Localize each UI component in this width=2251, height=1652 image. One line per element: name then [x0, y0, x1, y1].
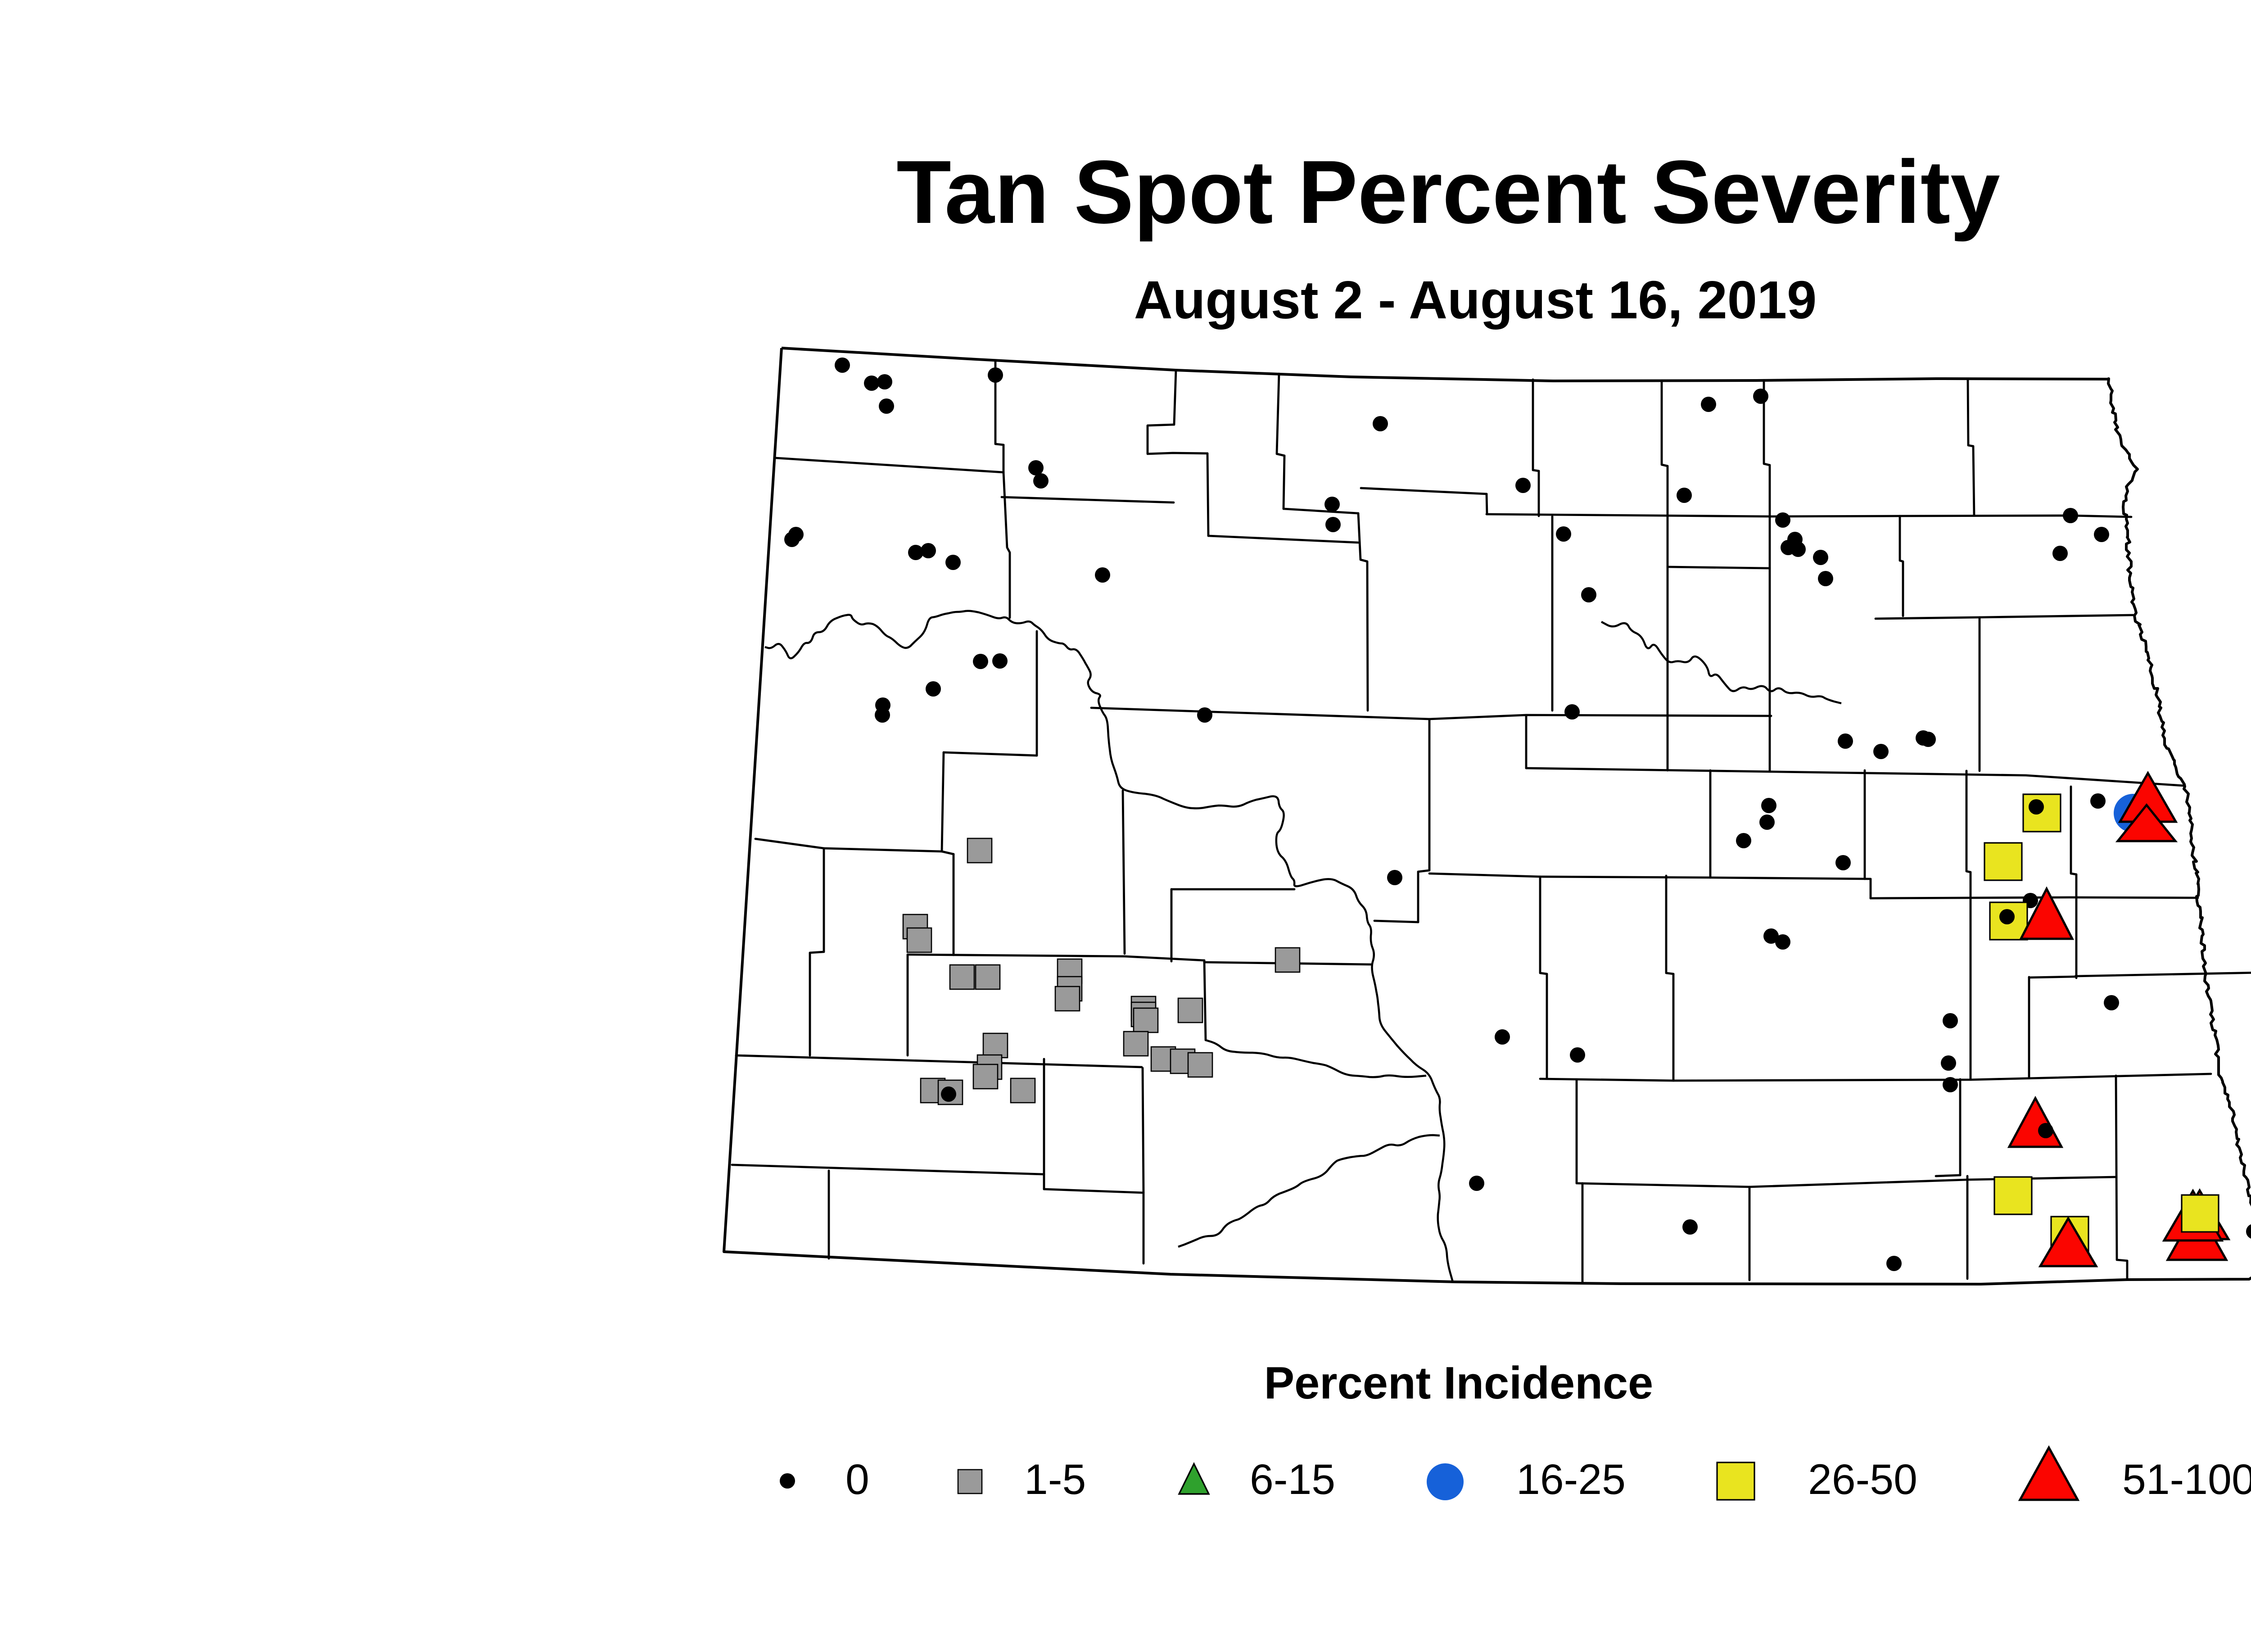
svg-text:0: 0: [845, 1456, 869, 1503]
svg-text:16-25: 16-25: [1516, 1456, 1626, 1503]
svg-text:August 2 - August 16, 2019: August 2 - August 16, 2019: [1134, 270, 1817, 330]
svg-text:6-15: 6-15: [1250, 1456, 1335, 1503]
svg-text:Tan Spot Percent Severity: Tan Spot Percent Severity: [896, 142, 2000, 242]
svg-text:26-50: 26-50: [1808, 1456, 1917, 1503]
svg-text:51-100: 51-100: [2122, 1456, 2251, 1503]
svg-text:1-5: 1-5: [1024, 1456, 1086, 1503]
svg-text:Percent Incidence: Percent Incidence: [1264, 1358, 1653, 1408]
